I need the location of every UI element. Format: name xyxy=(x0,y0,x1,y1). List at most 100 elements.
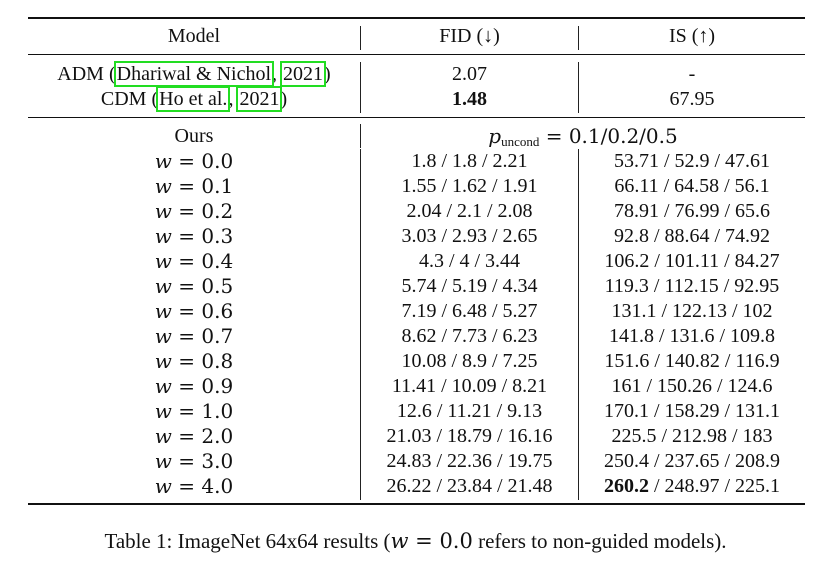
w-eq: = xyxy=(171,249,202,273)
ours-row-fid: 12.6 / 11.21 / 9.13 xyxy=(396,400,543,422)
ours-row-w: w = 0.0 xyxy=(28,149,360,175)
header-fid: FID (↓) xyxy=(439,25,500,47)
caption-prefix: Table 1: ImageNet 64x64 results ( xyxy=(104,529,391,553)
w-eq: = xyxy=(171,174,202,198)
w-var: w xyxy=(154,349,172,373)
ours-row-is: 260.2 / 248.97 / 225.1 xyxy=(579,474,805,499)
w-eq: = xyxy=(171,224,202,248)
w-var: w xyxy=(154,299,172,323)
ours-row-fid: 11.41 / 10.09 / 8.21 xyxy=(391,375,548,397)
w-var: w xyxy=(154,199,172,223)
best-is-value: 260.2 xyxy=(603,475,649,497)
ours-row-fid: 8.62 / 7.73 / 6.23 xyxy=(401,325,538,347)
ours-row-w: w = 0.6 xyxy=(28,299,360,325)
model-suffix: ) xyxy=(280,88,288,110)
w-value: 0.1 xyxy=(201,174,234,198)
ours-row-w: w = 0.2 xyxy=(28,199,360,225)
caption-eq: = 0.0 xyxy=(408,529,473,553)
model-name: ADM ( xyxy=(57,63,116,85)
ours-row-is: 92.8 / 88.64 / 74.92 xyxy=(613,225,771,247)
baseline-row-adm-model: ADM (Dhariwal & Nichol, 2021) xyxy=(28,61,360,87)
ours-row-fid: 1.8 / 1.8 / 2.21 xyxy=(411,150,528,172)
ours-row-w: w = 0.8 xyxy=(28,349,360,375)
ours-row-w: w = 0.4 xyxy=(28,249,360,275)
p-uncond-label: puncond = 0.1/0.2/0.5 xyxy=(361,124,805,154)
citation-link-author[interactable]: Dhariwal & Nichol xyxy=(113,61,275,87)
ours-row-w: w = 4.0 xyxy=(28,474,360,500)
ours-row-w: w = 0.1 xyxy=(28,174,360,200)
vrule-ours-1 xyxy=(360,124,361,148)
citation-separator: , xyxy=(272,63,283,85)
ours-row-is: 250.4 / 237.65 / 208.9 xyxy=(603,450,781,472)
ours-row-fid: 2.04 / 2.1 / 2.08 xyxy=(406,200,533,222)
w-eq: = xyxy=(171,274,202,298)
ours-row-is: 225.5 / 212.98 / 183 xyxy=(611,425,773,447)
w-eq: = xyxy=(171,199,202,223)
citation-link-year[interactable]: 2021 xyxy=(280,61,327,87)
w-value: 0.7 xyxy=(201,324,234,348)
vrule-ours-2 xyxy=(578,149,579,500)
w-var: w xyxy=(154,374,172,398)
header-is: IS (↑) xyxy=(668,25,716,47)
ours-row-fid: 4.3 / 4 / 3.44 xyxy=(418,250,521,272)
ours-row-w: w = 3.0 xyxy=(28,449,360,475)
citation-separator: , xyxy=(228,88,239,110)
w-var: w xyxy=(154,449,172,473)
w-value: 0.9 xyxy=(201,374,234,398)
is-rest: / 248.97 / 225.1 xyxy=(648,475,781,497)
vrule-ours-3 xyxy=(360,149,361,500)
ours-label: Ours xyxy=(174,125,214,147)
w-value: 0.0 xyxy=(201,149,234,173)
w-value: 4.0 xyxy=(201,474,234,498)
w-eq: = xyxy=(171,424,202,448)
w-value: 1.0 xyxy=(201,399,234,423)
ours-row-is: 141.8 / 131.6 / 109.8 xyxy=(608,325,776,347)
w-eq: = xyxy=(171,324,202,348)
ours-row-is: 66.11 / 64.58 / 56.1 xyxy=(614,175,770,197)
ours-row-is: 131.1 / 122.13 / 102 xyxy=(611,300,773,322)
w-value: 0.6 xyxy=(201,299,234,323)
w-eq: = xyxy=(171,474,202,498)
w-value: 0.5 xyxy=(201,274,234,298)
ours-row-is: 53.71 / 52.9 / 47.61 xyxy=(613,150,771,172)
p-symbol: p xyxy=(488,124,502,148)
citation-link-author[interactable]: Ho et al. xyxy=(156,86,231,112)
ours-row-is: 106.2 / 101.11 / 84.27 xyxy=(604,250,780,272)
ours-row-w: w = 0.3 xyxy=(28,224,360,250)
ours-row-is: 78.91 / 76.99 / 65.6 xyxy=(613,200,771,222)
baseline-row-cdm-is: 67.95 xyxy=(669,88,715,110)
p-values: = 0.1/0.2/0.5 xyxy=(539,124,678,148)
caption-suffix: refers to non-guided models). xyxy=(472,529,727,553)
w-eq: = xyxy=(171,374,202,398)
vrule-baseline-2 xyxy=(578,62,579,113)
ours-row-fid: 3.03 / 2.93 / 2.65 xyxy=(401,225,538,247)
ours-row-w: w = 0.7 xyxy=(28,324,360,350)
w-eq: = xyxy=(171,299,202,323)
w-eq: = xyxy=(171,149,202,173)
w-var: w xyxy=(154,174,172,198)
header-model: Model xyxy=(167,25,221,47)
ours-row-w: w = 0.9 xyxy=(28,374,360,400)
w-var: w xyxy=(154,224,172,248)
baseline-row-adm-fid: 2.07 xyxy=(452,63,487,85)
baseline-row-adm-is: - xyxy=(688,63,696,85)
vrule-baseline-1 xyxy=(360,62,361,113)
model-suffix: ) xyxy=(324,63,331,85)
w-value: 0.3 xyxy=(201,224,234,248)
w-value: 0.4 xyxy=(201,249,234,273)
p-subscript: uncond xyxy=(501,134,540,149)
vrule-header-1 xyxy=(360,26,361,50)
ours-row-fid: 10.08 / 8.9 / 7.25 xyxy=(401,350,538,372)
w-var: w xyxy=(154,474,172,498)
ours-row-is: 161 / 150.26 / 124.6 xyxy=(611,375,773,397)
top-rule xyxy=(28,17,805,19)
citation-link-year[interactable]: 2021 xyxy=(236,86,283,112)
w-var: w xyxy=(154,274,172,298)
table-caption: Table 1: ImageNet 64x64 results (w = 0.0… xyxy=(0,528,831,554)
baseline-rule xyxy=(28,117,805,118)
w-var: w xyxy=(154,399,172,423)
ours-row-is: 151.6 / 140.82 / 116.9 xyxy=(604,350,780,372)
baseline-row-cdm-fid: 1.48 xyxy=(452,88,487,110)
w-var: w xyxy=(154,249,172,273)
header-rule xyxy=(28,54,805,55)
